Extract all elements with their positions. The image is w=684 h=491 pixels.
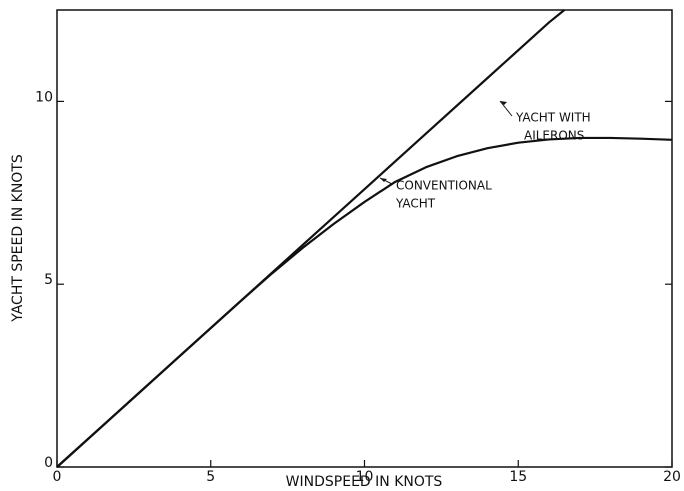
annotation-arrow xyxy=(499,100,513,117)
y-tick-label: 5 xyxy=(44,272,53,288)
arrow-head xyxy=(500,101,507,105)
annotation-text: YACHT WITH xyxy=(515,111,591,125)
x-axis-label: WINDSPEED IN KNOTS xyxy=(286,474,443,490)
y-axis-label: YACHT SPEED IN KNOTS xyxy=(10,154,26,323)
x-tick-label: 20 xyxy=(663,469,681,485)
plot-frame xyxy=(56,9,673,468)
x-tick-label: 5 xyxy=(206,469,215,485)
annotation-text: CONVENTIONAL xyxy=(396,179,492,193)
x-tick-label: 10 xyxy=(356,469,374,485)
annotation-text: YACHT xyxy=(395,197,436,211)
y-tick-label: 10 xyxy=(35,89,53,105)
y-tick-label: 0 xyxy=(44,455,53,471)
x-tick-label: 0 xyxy=(53,469,62,485)
annotation-text: AILERONS xyxy=(524,129,584,143)
arrow-head xyxy=(380,178,387,182)
x-tick-label: 15 xyxy=(509,469,527,485)
series-line xyxy=(56,136,673,468)
